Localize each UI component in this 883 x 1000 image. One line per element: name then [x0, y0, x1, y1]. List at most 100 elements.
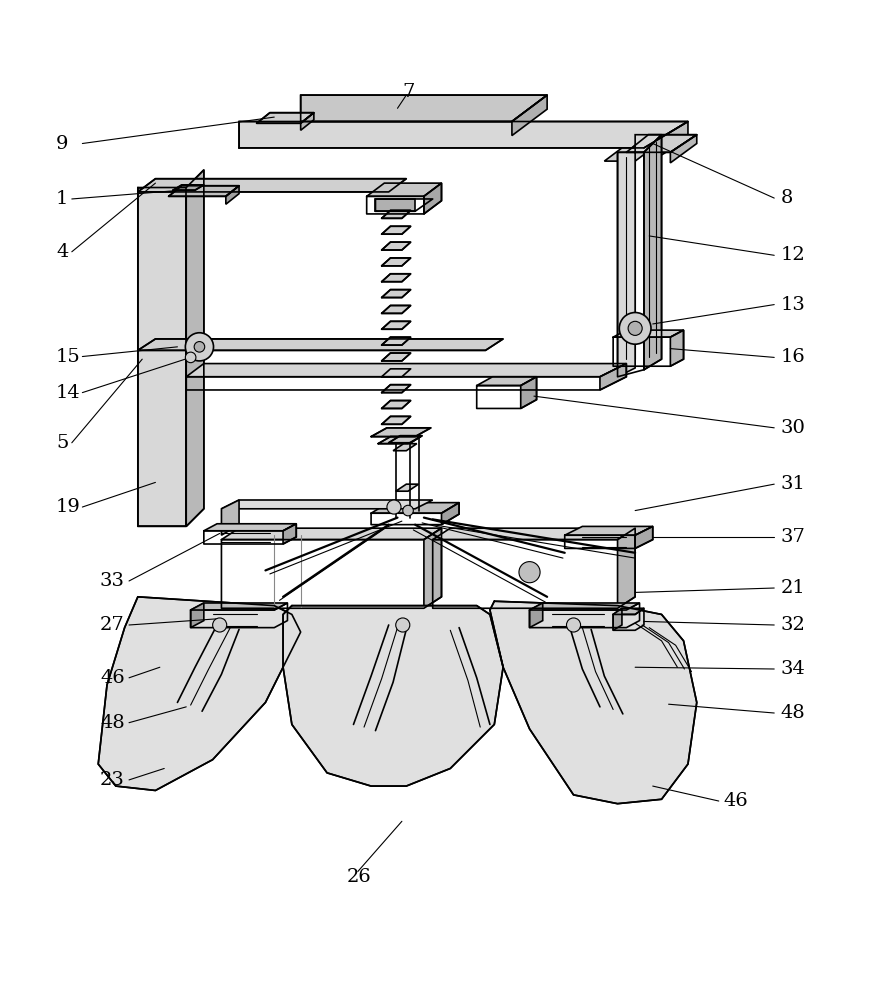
Circle shape: [387, 500, 401, 514]
Text: 13: 13: [781, 296, 805, 314]
Text: 33: 33: [100, 572, 125, 590]
Text: 34: 34: [781, 660, 805, 678]
Text: 9: 9: [56, 135, 69, 153]
Text: 27: 27: [100, 616, 125, 634]
Polygon shape: [381, 274, 411, 282]
Polygon shape: [378, 437, 420, 444]
Polygon shape: [389, 436, 422, 443]
Polygon shape: [173, 185, 204, 190]
Polygon shape: [644, 122, 688, 166]
Polygon shape: [257, 113, 313, 123]
Polygon shape: [381, 242, 411, 250]
Polygon shape: [381, 385, 411, 393]
Polygon shape: [191, 603, 204, 628]
Text: 5: 5: [56, 434, 68, 452]
Polygon shape: [371, 503, 459, 513]
Polygon shape: [138, 188, 186, 526]
Text: 16: 16: [781, 348, 805, 366]
Text: 23: 23: [100, 771, 125, 789]
Text: 32: 32: [781, 616, 805, 634]
Polygon shape: [283, 524, 297, 544]
Polygon shape: [226, 186, 239, 204]
Polygon shape: [381, 353, 411, 361]
Text: 48: 48: [100, 714, 125, 732]
Text: 7: 7: [402, 83, 414, 101]
Polygon shape: [169, 186, 239, 196]
Polygon shape: [530, 603, 639, 610]
Circle shape: [519, 562, 540, 583]
Circle shape: [403, 505, 413, 516]
Circle shape: [185, 333, 214, 361]
Polygon shape: [565, 526, 653, 535]
Text: 1: 1: [56, 190, 68, 208]
Circle shape: [628, 321, 642, 335]
Text: 8: 8: [781, 189, 793, 207]
Polygon shape: [138, 179, 406, 192]
Polygon shape: [613, 330, 683, 337]
Polygon shape: [381, 305, 411, 313]
Circle shape: [567, 618, 581, 632]
Polygon shape: [381, 416, 411, 424]
Text: 15: 15: [56, 348, 80, 366]
Circle shape: [619, 313, 651, 344]
Polygon shape: [635, 526, 653, 548]
Text: 4: 4: [56, 243, 68, 261]
Text: 30: 30: [781, 419, 805, 437]
Polygon shape: [604, 148, 653, 161]
Polygon shape: [381, 226, 411, 234]
Polygon shape: [381, 210, 411, 218]
Polygon shape: [301, 113, 313, 130]
Polygon shape: [381, 369, 411, 377]
Polygon shape: [521, 377, 537, 408]
Polygon shape: [617, 528, 635, 608]
Polygon shape: [381, 290, 411, 298]
Polygon shape: [366, 183, 442, 196]
Text: 46: 46: [100, 669, 125, 687]
Polygon shape: [98, 597, 301, 790]
Polygon shape: [186, 170, 204, 526]
Circle shape: [194, 342, 205, 352]
Text: 46: 46: [723, 792, 748, 810]
Polygon shape: [626, 135, 697, 152]
Polygon shape: [477, 377, 537, 386]
Polygon shape: [670, 135, 697, 163]
Text: 12: 12: [781, 246, 805, 264]
Polygon shape: [239, 122, 688, 148]
Polygon shape: [433, 528, 635, 540]
Polygon shape: [644, 135, 661, 370]
Polygon shape: [617, 135, 661, 377]
Text: 48: 48: [781, 704, 805, 722]
Polygon shape: [424, 183, 442, 214]
Polygon shape: [396, 484, 419, 491]
Text: 21: 21: [781, 579, 805, 597]
Text: 31: 31: [781, 475, 805, 493]
Polygon shape: [670, 330, 683, 366]
Polygon shape: [283, 606, 503, 786]
Text: 19: 19: [56, 498, 81, 516]
Polygon shape: [381, 258, 411, 266]
Text: 14: 14: [56, 384, 80, 402]
Polygon shape: [530, 603, 543, 628]
Circle shape: [185, 352, 196, 363]
Polygon shape: [138, 339, 503, 350]
Polygon shape: [490, 601, 697, 804]
Polygon shape: [191, 603, 288, 610]
Polygon shape: [613, 608, 644, 614]
Bar: [375, 199, 415, 211]
Polygon shape: [600, 364, 626, 390]
Polygon shape: [381, 401, 411, 408]
Polygon shape: [222, 500, 239, 535]
Polygon shape: [613, 608, 622, 630]
Polygon shape: [222, 528, 442, 540]
Polygon shape: [442, 503, 459, 525]
Polygon shape: [381, 337, 411, 345]
Circle shape: [396, 618, 410, 632]
Polygon shape: [222, 500, 433, 509]
Polygon shape: [186, 364, 626, 377]
Polygon shape: [381, 321, 411, 329]
Polygon shape: [301, 95, 547, 122]
Polygon shape: [424, 528, 442, 608]
Polygon shape: [512, 95, 547, 136]
Circle shape: [213, 618, 227, 632]
Text: 26: 26: [346, 868, 371, 886]
